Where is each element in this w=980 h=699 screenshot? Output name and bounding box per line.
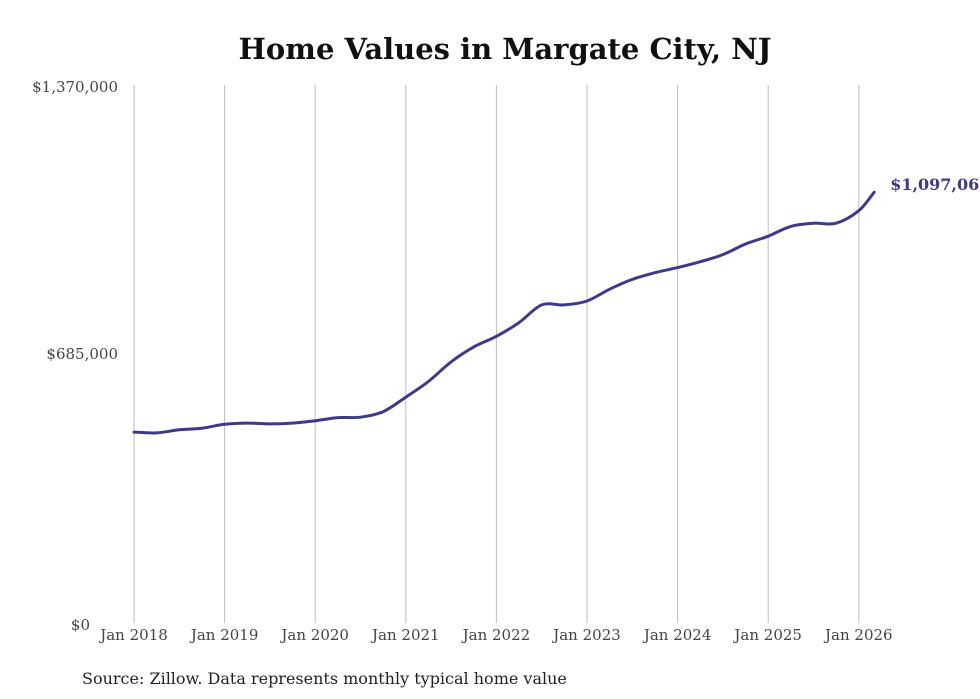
x-tick-label-2018: Jan 2018	[98, 626, 168, 644]
series-line-home-value	[132, 190, 876, 435]
y-tick-label-max: $1,370,000	[32, 78, 118, 96]
end-value-label: $1,097,060	[890, 175, 980, 194]
x-tick-label-2025: Jan 2025	[732, 626, 802, 644]
x-tick-label-2023: Jan 2023	[551, 626, 621, 644]
x-tick-label-2022: Jan 2022	[461, 626, 531, 644]
gridlines	[133, 85, 860, 623]
chart-title: Home Values in Margate City, NJ	[239, 32, 772, 66]
x-tick-label-2021: Jan 2021	[370, 626, 440, 644]
y-tick-label-zero: $0	[71, 616, 90, 634]
y-tick-label-mid: $685,000	[46, 345, 118, 363]
x-tick-label-2026: Jan 2026	[823, 626, 893, 644]
x-tick-label-2020: Jan 2020	[279, 626, 349, 644]
x-axis-ticks: Jan 2018 Jan 2019 Jan 2020 Jan 2021 Jan 2022…	[98, 626, 892, 644]
x-tick-label-2019: Jan 2019	[189, 626, 259, 644]
source-note: Source: Zillow. Data represents monthly …	[82, 669, 567, 688]
x-tick-label-2024: Jan 2024	[642, 626, 712, 644]
